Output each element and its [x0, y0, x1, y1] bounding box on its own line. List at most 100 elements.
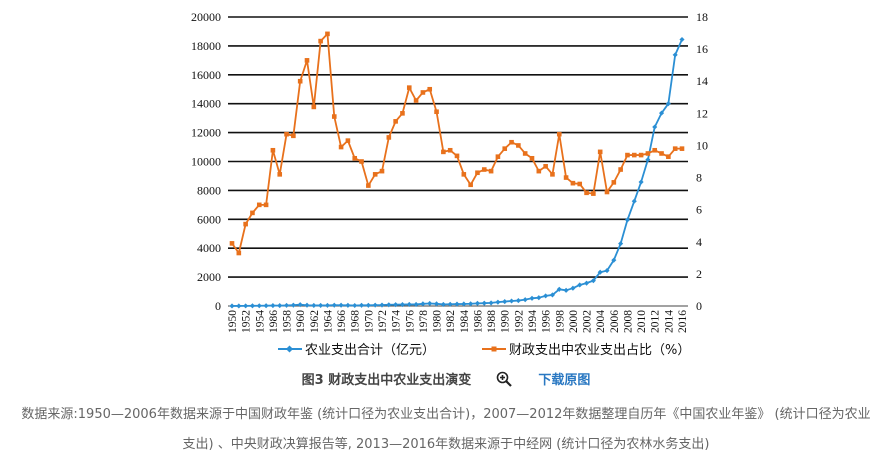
data-point [277, 172, 283, 177]
download-original-link[interactable]: 下载原图 [538, 373, 591, 388]
data-point [495, 154, 501, 159]
data-point [440, 301, 446, 307]
data-point [495, 299, 501, 305]
x-tick-label: 1954 [254, 310, 266, 333]
data-point [270, 303, 276, 309]
data-point [570, 180, 576, 186]
data-point [624, 217, 631, 223]
x-tick-label: 2006 [609, 310, 621, 333]
y-left-tick-label: 12000 [191, 126, 221, 140]
data-point [529, 295, 535, 301]
data-point [243, 221, 248, 227]
data-point [611, 180, 617, 185]
data-point [638, 152, 644, 158]
data-point [645, 151, 651, 156]
x-tick-label: 1986 [472, 310, 484, 333]
x-tick-label: 1980 [432, 310, 444, 333]
x-tick-label: 2004 [595, 310, 607, 333]
data-point [311, 104, 317, 110]
data-point [509, 139, 514, 145]
data-point [652, 147, 658, 153]
data-point [447, 301, 453, 307]
x-tick-label: 1964 [322, 310, 334, 333]
zoom-in-icon[interactable] [496, 371, 512, 387]
data-point [590, 278, 596, 284]
data-point [290, 302, 296, 308]
series-layer [229, 31, 685, 309]
data-point [318, 38, 323, 44]
data-point [474, 300, 481, 306]
data-point [270, 147, 276, 153]
data-point [583, 280, 590, 286]
data-point [433, 301, 440, 307]
x-tick-label: 1972 [377, 310, 389, 333]
x-tick-label: 1962 [309, 310, 321, 333]
data-point [413, 98, 419, 103]
data-point [529, 155, 535, 161]
data-point [461, 301, 467, 307]
data-point [420, 301, 426, 307]
x-tick-label: 1996 [541, 310, 553, 333]
y-left-tick-label: 10000 [191, 155, 221, 169]
data-point [406, 301, 412, 307]
data-point [679, 36, 685, 43]
data-point [420, 90, 426, 95]
data-point [406, 85, 412, 90]
data-point [413, 301, 419, 307]
data-point [427, 300, 433, 307]
data-point [631, 198, 637, 204]
legend-marker-blue [285, 345, 294, 353]
data-point [345, 302, 351, 308]
data-point [543, 293, 549, 299]
data-point [379, 302, 385, 308]
data-point [297, 78, 303, 84]
legend-label-agri-spending: 农业支出合计（亿元） [305, 343, 435, 358]
legend: 农业支出合计（亿元） 财政支出中农业支出占比（%） [278, 343, 690, 358]
x-tick-label: 1990 [500, 310, 512, 333]
data-point [584, 190, 589, 196]
data-point [311, 302, 317, 308]
data-point [352, 155, 358, 161]
y-axis-right: 0 2 4 6 8 10 12 14 16 18 [696, 10, 708, 313]
data-point [597, 149, 603, 155]
x-tick-label: 1984 [459, 310, 471, 333]
data-point [625, 152, 630, 158]
data-point [358, 302, 365, 308]
x-tick-label: 1966 [336, 310, 348, 333]
data-point [338, 302, 344, 308]
data-point [536, 168, 542, 174]
x-tick-label: 2008 [622, 310, 634, 333]
data-point [399, 302, 406, 308]
data-point [365, 302, 371, 308]
y-right-tick-label: 12 [696, 106, 708, 120]
data-point [604, 189, 610, 195]
data-point [659, 151, 664, 156]
data-point [359, 159, 364, 164]
y-left-tick-label: 2000 [197, 270, 221, 284]
data-point [638, 179, 644, 185]
data-point [536, 295, 542, 301]
data-point [441, 149, 446, 155]
y-left-tick-label: 14000 [191, 97, 221, 111]
x-tick-label: 1974 [391, 310, 403, 333]
data-point [393, 302, 399, 308]
data-point [291, 133, 296, 139]
y-right-tick-label: 16 [696, 42, 708, 56]
data-point [502, 299, 508, 305]
x-tick-label: 1982 [445, 310, 457, 333]
data-point [249, 303, 256, 309]
data-point [263, 202, 269, 208]
y-right-tick-label: 2 [696, 267, 702, 281]
x-tick-label: 2016 [677, 310, 689, 333]
y-left-tick-label: 18000 [191, 39, 221, 53]
data-point [645, 157, 651, 163]
figure-caption: 图3 财政支出中农业支出演变 下载原图 [0, 369, 892, 388]
y-left-tick-label: 4000 [197, 241, 221, 255]
y-left-tick-label: 20000 [191, 10, 221, 24]
y-left-tick-label: 0 [215, 299, 221, 313]
data-point [284, 131, 289, 137]
data-point [229, 303, 235, 309]
data-point [488, 168, 494, 174]
data-point [263, 303, 269, 309]
data-point [488, 300, 494, 306]
